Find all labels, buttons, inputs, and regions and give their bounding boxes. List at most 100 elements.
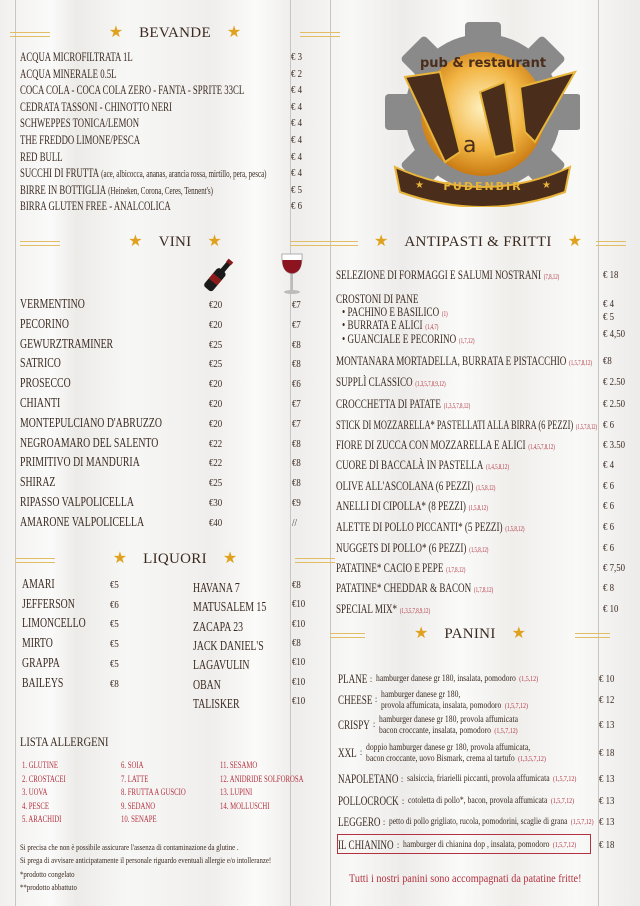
item-name: PATATINE* CHEDDAR & BACON: [336, 580, 472, 595]
item-name: CROSTONI DI PANE: [336, 291, 419, 306]
liquor-name: JACK DANIEL'S: [193, 638, 264, 654]
item-name: NUGGETS DI POLLO* (6 PEZZI): [336, 540, 467, 555]
item-price: € 6: [603, 480, 614, 492]
antipasto-item: SUPPLÌ CLASSICO (1,3,5,7,8,9,12): [336, 375, 446, 391]
star-icon: ★: [222, 550, 238, 567]
item-name: ACQUA MICROFILTRATA 1L: [20, 50, 133, 64]
panino-allergens: (1,5,7,12): [505, 702, 529, 710]
allergen-note: **prodotto abbattuto: [20, 882, 77, 892]
panino-colon: :: [359, 747, 362, 757]
section-heading-panini: ★ PANINI ★: [320, 625, 620, 643]
drink-item: THE FREDDO LIMONE/PESCA: [20, 133, 140, 147]
liquor-name: GRAPPA: [22, 655, 60, 671]
panino-price: € 12: [599, 694, 615, 706]
wine-name: SATRICO: [20, 356, 61, 372]
star-icon: ★: [414, 625, 429, 642]
allergen-note: Si precisa che non è possibile assicurar…: [20, 843, 239, 852]
wine-name: AMARONE VALPOLICELLA: [20, 514, 145, 530]
allergen-note: Si prega di avvisare anticipatamente il …: [20, 856, 272, 866]
star-icon: ★: [128, 233, 143, 250]
panino-colon: :: [383, 817, 386, 827]
panino-name: CRISPY: [338, 717, 370, 732]
item-name: RED BULL: [20, 149, 63, 164]
antipasto-item: ALETTE DI POLLO PICCANTI* (5 PEZZI) (1,5,…: [336, 520, 525, 536]
item-allergens: (1,5,7,8,12): [575, 423, 597, 431]
panino-description: bacon croccante, uovo Bismark, crema al …: [366, 753, 546, 764]
antipasto-item: PATATINE* CHEDDAR & BACON (1,7,8,12): [336, 581, 493, 597]
item-price: € 4: [603, 298, 614, 310]
liquor-price: €5: [110, 657, 119, 670]
divider-line: [328, 241, 358, 246]
wine-name: RIPASSO VALPOLICELLA: [20, 495, 134, 510]
liquor-price: €10: [292, 617, 306, 630]
panino-price: € 18: [599, 747, 615, 759]
allergen-item: 11. SESAMO: [220, 760, 258, 770]
panino-price: € 10: [599, 673, 615, 685]
desc-text: petto di pollo grigliato, rucola, pomodo…: [389, 816, 568, 826]
item-price: € 2: [291, 67, 302, 80]
panino-name: IL CHIANINO: [338, 837, 394, 852]
liquor-price: €10: [292, 694, 306, 707]
item-name: • BURRATA E ALICI: [342, 317, 423, 332]
item-price: €8: [603, 355, 612, 367]
glass-price: €7: [292, 417, 301, 430]
divider-line: [575, 633, 610, 638]
panino-price: € 13: [599, 816, 615, 828]
liquor-name: LAGAVULIN: [193, 658, 250, 674]
antipasto-item: CROSTONI DI PANE: [336, 292, 418, 306]
item-name: FIORE DI ZUCCA CON MOZZARELLA E ALICI: [336, 437, 526, 452]
liquor-price: €8: [292, 636, 301, 649]
panino-price: € 13: [599, 719, 615, 731]
item-allergens: (1): [441, 310, 448, 318]
item-name: BIRRE IN BOTTIGLIA: [20, 182, 107, 197]
item-price: € 7,50: [603, 562, 625, 574]
item-allergens: (1,5,8,12): [505, 525, 525, 533]
wine-name: PRIMITIVO DI MANDURIA: [20, 455, 140, 471]
panino-description: bacon croccante, insalata, pomodoro (1,5,…: [379, 725, 518, 736]
bottle-price: €20: [209, 398, 223, 410]
item-name: CROCCHETTA DI PATATE: [336, 396, 441, 411]
glass-price: €7: [292, 398, 301, 410]
item-allergens: (1,3,5,7,8,9,12): [399, 607, 431, 615]
divider-line: [10, 32, 50, 37]
panini-footer: Tutti i nostri panini sono accompagnati …: [349, 871, 582, 885]
item-name: • PACHINO E BASILICO: [342, 304, 440, 319]
glass-price: €8: [292, 358, 301, 371]
star-icon: ★: [207, 233, 222, 250]
wine-bottle-icon: [204, 258, 234, 292]
antipasto-item: MONTANARA MORTADELLA, BURRATA E PISTACCH…: [336, 354, 592, 370]
bottle-price: €22: [209, 437, 223, 450]
star-icon: ★: [373, 233, 389, 250]
glass-price: €9: [292, 497, 301, 509]
panino-description: hamburger di chianina dop , insalata, po…: [403, 839, 576, 850]
star-icon: ★: [108, 24, 124, 41]
panino-description: doppio hamburger danese gr 180, provola …: [366, 742, 530, 752]
divider-line: [295, 558, 335, 563]
antipasto-item: • BURRATA E ALICI (1,4,7): [342, 318, 438, 334]
item-price: € 2.50: [603, 398, 625, 410]
item-price: € 10: [603, 603, 619, 615]
item-price: € 4: [291, 100, 302, 113]
glass-price: €8: [292, 457, 301, 470]
panino-allergens: (1,3,5,7,12): [517, 755, 546, 763]
antipasto-item: OLIVE ALL'ASCOLANA (6 PEZZI) (1,5,8,12): [336, 479, 495, 495]
item-name: SPECIAL MIX*: [336, 601, 398, 616]
liquor-name: OBAN: [193, 677, 221, 693]
highlight-box: [337, 834, 591, 854]
liquor-name: MATUSALEM 15: [193, 600, 267, 616]
panino-colon: :: [401, 796, 404, 806]
drink-item: BIRRA GLUTEN FREE - ANALCOLICA: [20, 199, 171, 213]
liquor-name: JEFFERSON: [22, 596, 75, 612]
panino-allergens: (1,5,7,12): [553, 775, 577, 783]
liquor-name: TALISKER: [193, 696, 240, 712]
bottle-price: €20: [209, 318, 223, 331]
allergen-item: 4. PESCE: [22, 800, 50, 811]
item-price: € 6: [603, 521, 614, 533]
svg-text:★: ★: [542, 180, 551, 191]
drink-item: ACQUA MICROFILTRATA 1L: [20, 50, 133, 64]
divider-line: [20, 241, 60, 246]
antipasto-item: NUGGETS DI POLLO* (6 PEZZI) (1,5,8,12): [336, 541, 488, 557]
glass-price: €8: [292, 338, 301, 351]
panino-name: POLLOCROCK: [338, 793, 399, 808]
antipasto-item: SPECIAL MIX* (1,3,5,7,8,9,12): [336, 602, 430, 618]
